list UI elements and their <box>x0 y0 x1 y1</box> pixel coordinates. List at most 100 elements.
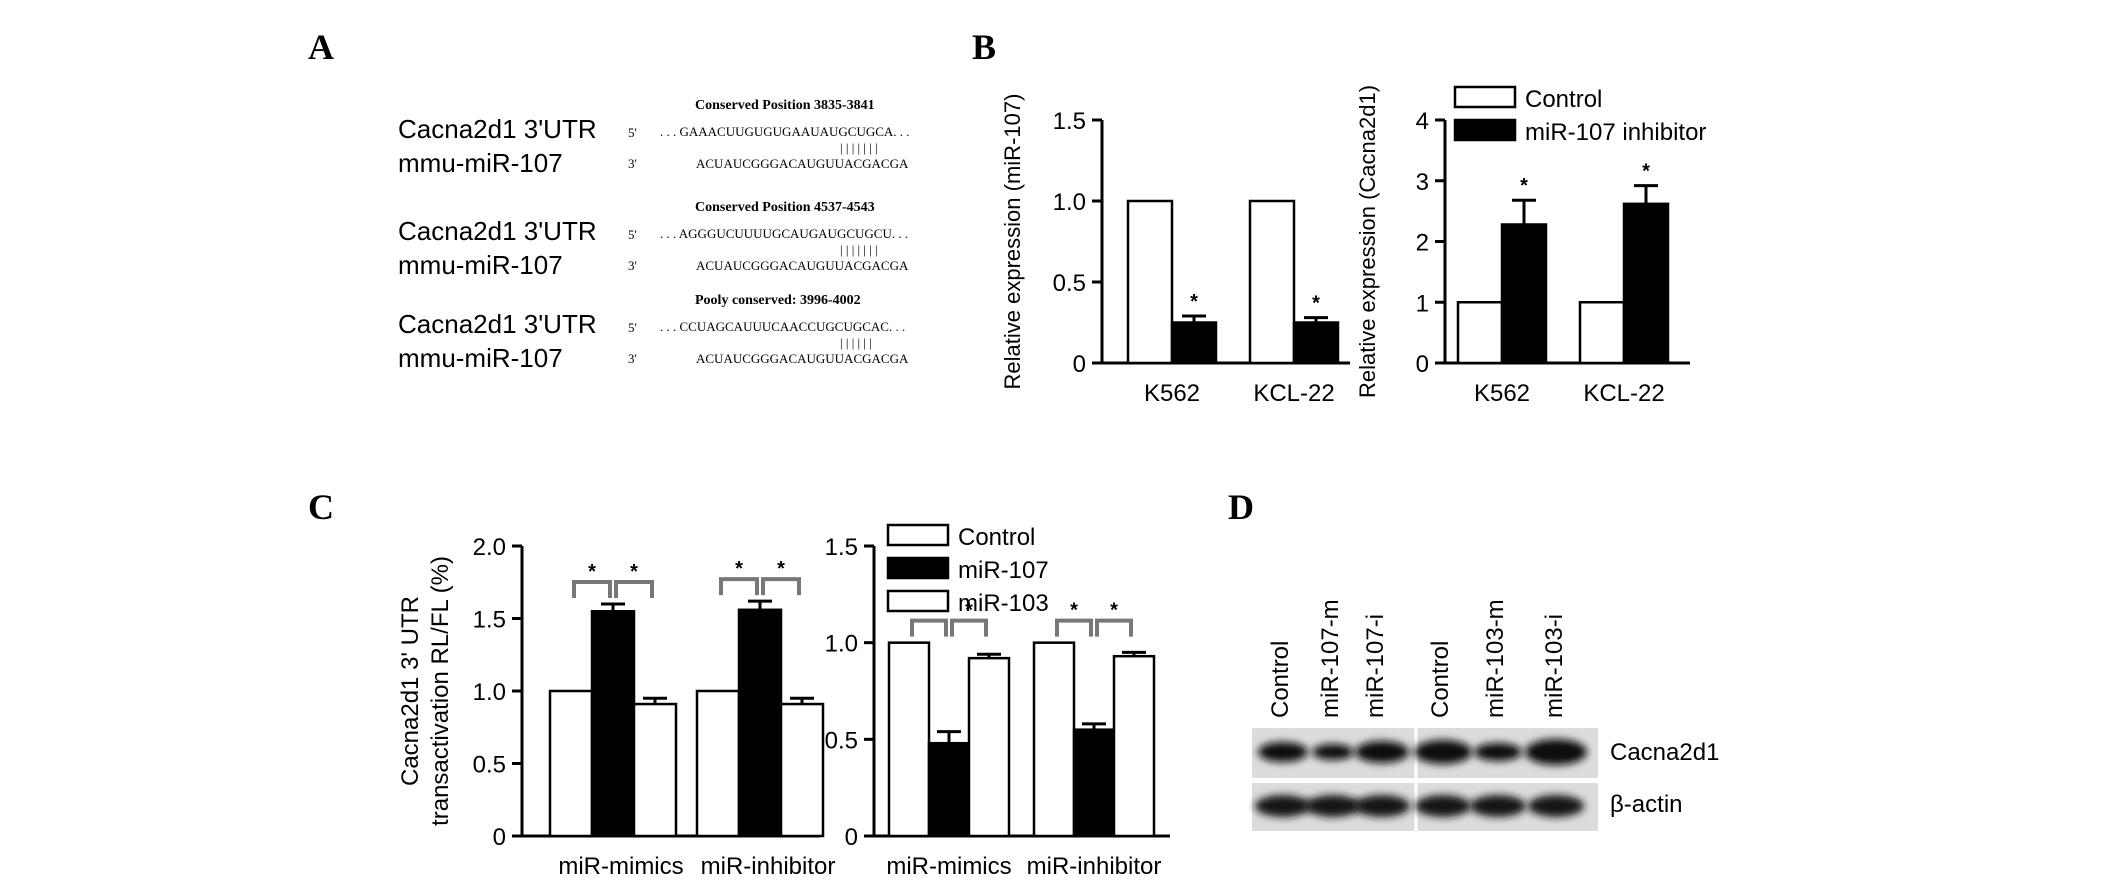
bar-control-mir-inhibitor <box>695 689 741 838</box>
bar-mir-107-inhibitor-k562 <box>1170 321 1218 365</box>
utr-label: Cacna2d1 3'UTR <box>398 114 597 144</box>
alignment-3: Pooly conserved: 3996-4002 Cacna2d1 3'UTR… <box>398 293 909 373</box>
blot-band-cacna2d1 <box>1525 739 1587 765</box>
blot-band-cacna2d1 <box>1258 742 1308 762</box>
bar-control-mir-mimics <box>548 689 594 838</box>
legend-swatch <box>886 589 950 613</box>
y-tick-label: 1.5 <box>473 607 506 634</box>
y-axis-title-line: transactivation RL/FL (%) <box>427 556 454 826</box>
utr-sequence: . . . AGGGUCUUUUGCAUGAUGCUGCU. . . <box>660 226 908 241</box>
significance-bracket <box>910 618 948 637</box>
alignment-1: Conserved Position 3835-3841 Cacna2d1 3'U… <box>398 98 910 178</box>
mirna-label: mmu-miR-107 <box>398 343 563 373</box>
utr-sequence: . . . CCUAGCAUUUCAACCUGCUGCAC. . . <box>660 319 905 334</box>
y-tick-label: 0 <box>1073 351 1086 378</box>
significance-star: * <box>1190 291 1198 313</box>
y-tick-label: 0.5 <box>1053 270 1086 297</box>
blot-band-cacna2d1 <box>1312 744 1354 760</box>
bar-mir-103-mir-inhibitor <box>779 702 825 838</box>
utr-label: Cacna2d1 3'UTR <box>398 309 597 339</box>
x-tick-label: miR-inhibitor <box>701 853 836 880</box>
legend-label: miR-103 <box>958 590 1049 617</box>
x-tick-label: miR-inhibitor <box>1027 853 1162 880</box>
utr-sequence: . . . GAAACUUGUGUGAAUAUGCUGCA. . . <box>660 124 910 139</box>
lane-label: miR-107-i <box>1362 614 1389 718</box>
legend-swatch <box>886 556 950 580</box>
base-pair-marks: | | | | | | | <box>840 242 878 257</box>
legend-swatch <box>1453 85 1517 109</box>
panel-label-b: B <box>972 27 997 67</box>
mirna-prime-label: 3' <box>628 156 637 171</box>
y-axis-title-line: Cacna2d1 3' UTR <box>397 596 424 786</box>
significance-star: * <box>1110 600 1118 622</box>
panel-label-a: A <box>308 27 334 67</box>
lane-label: miR-103-i <box>1541 614 1568 718</box>
western-blot: Control miR-107-m miR-107-i Control miR-103-… <box>1252 599 1719 832</box>
bar-mir-107-inhibitor-kcl-22 <box>1292 321 1340 365</box>
bar-control-k562 <box>1126 199 1174 365</box>
legend-label: Control <box>958 524 1035 551</box>
x-tick-label: miR-mimics <box>558 853 683 880</box>
utr-prime-label: 5' <box>628 227 637 242</box>
lane-label: miR-103-m <box>1482 599 1509 718</box>
base-pair-marks: | | | | | | <box>840 335 872 350</box>
blot-band-actin <box>1255 795 1311 817</box>
chart-C2: 00.51.01.5miR-mimics**miR-inhibitor**Con… <box>825 523 1170 880</box>
y-tick-label: 1.0 <box>473 679 506 706</box>
y-tick-label: 0 <box>493 824 506 851</box>
utr-prime-label: 5' <box>628 125 637 140</box>
y-tick-label: 0 <box>845 824 858 851</box>
y-tick-label: 0 <box>1416 351 1429 378</box>
blot-band-actin <box>1415 795 1471 817</box>
y-tick-label: 0.5 <box>825 727 858 754</box>
bar-control-mir-inhibitor <box>1032 641 1076 838</box>
mirna-sequence: ACUAUCGGGACAUGUUACGACGA <box>696 258 909 273</box>
x-tick-label: miR-mimics <box>886 853 1011 880</box>
chart-C1: 0 0.5 1.0 1.5 2.0 miR-mimics * * miR-inhibitor * *… <box>397 534 835 880</box>
y-tick-label: 1 <box>1416 290 1429 317</box>
legend-label: Control <box>1525 86 1602 113</box>
bar-mir-107-mir-inhibitor <box>1072 728 1116 838</box>
lane-label: Control <box>1267 641 1294 718</box>
significance-star: * <box>965 600 973 622</box>
mirna-prime-label: 3' <box>628 351 637 366</box>
y-tick-label: 4 <box>1416 108 1429 135</box>
blot-band-actin <box>1528 795 1584 817</box>
significance-star: * <box>1312 293 1320 315</box>
bar-control-mir-mimics <box>887 641 931 838</box>
legend-label: miR-107 inhibitor <box>1525 119 1706 146</box>
mirna-label: mmu-miR-107 <box>398 250 563 280</box>
blot-band-cacna2d1 <box>1474 743 1522 761</box>
significance-bracket <box>950 618 988 637</box>
bar-mir-107-mir-mimics <box>590 610 636 838</box>
alignment-2: Conserved Position 4537-4543 Cacna2d1 3'U… <box>398 200 909 280</box>
significance-bracket <box>719 577 759 596</box>
blot-band-actin <box>1470 795 1526 817</box>
x-tick-label: KCL-22 <box>1583 380 1664 407</box>
x-tick-label: KCL-22 <box>1253 380 1334 407</box>
y-axis-title: Relative expression (Cacna2d1) <box>1355 85 1380 398</box>
significance-bracket <box>1095 618 1133 637</box>
mirna-prime-label: 3' <box>628 258 637 273</box>
significance-bracket <box>572 580 612 598</box>
significance-bracket <box>1055 618 1093 637</box>
bar-mir-107-mir-inhibitor <box>737 608 783 838</box>
base-pair-marks: | | | | | | | <box>840 140 878 155</box>
mirna-sequence: ACUAUCGGGACAUGUUACGACGA <box>696 351 909 366</box>
bar-mir-107-inhibitor-k562 <box>1500 223 1548 365</box>
lane-label: Control <box>1427 641 1454 718</box>
significance-star: * <box>588 561 596 583</box>
conserved-position-label: Conserved Position 3835-3841 <box>695 98 875 113</box>
y-tick-label: 3 <box>1416 169 1429 196</box>
bar-mir-107-inhibitor-kcl-22 <box>1622 202 1670 365</box>
panel-label-c: C <box>308 487 334 527</box>
chart-B2: 0 1 2 3 4 K562 * KCL-22 * Relative expression (Ca… <box>1355 85 1706 407</box>
bar-mir-103-mir-inhibitor <box>1112 654 1156 838</box>
legend-swatch <box>1453 118 1517 142</box>
y-tick-label: 1.0 <box>1053 189 1086 216</box>
utr-prime-label: 5' <box>628 320 637 335</box>
significance-star: * <box>777 558 785 580</box>
y-axis-title: Relative expression (miR-107) <box>1000 94 1025 390</box>
bar-mir-103-mir-mimics <box>632 702 678 838</box>
